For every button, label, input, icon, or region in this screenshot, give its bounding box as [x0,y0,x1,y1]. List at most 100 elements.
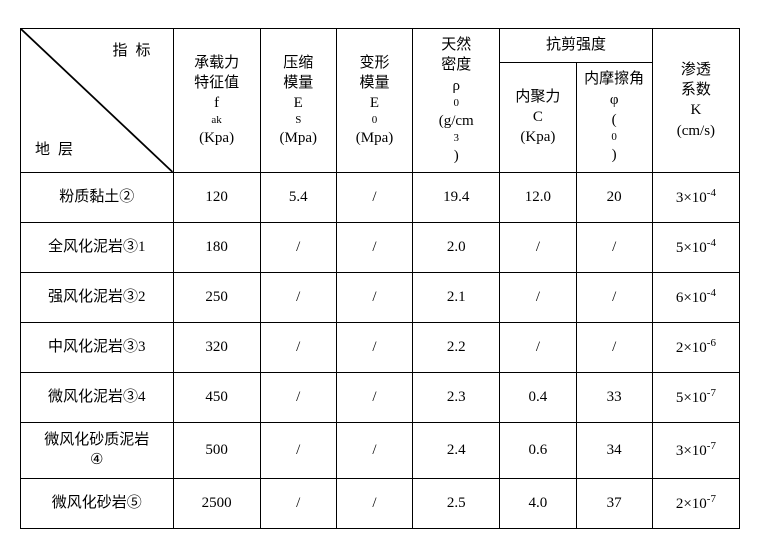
stratum-name-cell: 中风化泥岩③3 [21,322,174,372]
stratum-name-cell: 全风化泥岩③1 [21,222,174,272]
cell-rho: 2.2 [413,322,500,372]
hdr-unit: (Kpa) [178,128,256,148]
col-header-fak: 承载力 特征值 fak (Kpa) [173,29,260,173]
sym-sub: 0 [417,96,495,111]
cell-e0: / [336,478,412,528]
col-header-c: 内聚力 C (Kpa) [500,62,576,172]
sym-main: E [341,93,408,113]
col-header-shear-group: 抗剪强度 [500,29,653,63]
col-header-rho: 天然 密度 ρ0 (g/cm3) [413,29,500,173]
col-header-e0: 变形 模量 E0 (Mpa) [336,29,412,173]
hdr-text: 内摩擦角 [581,69,648,89]
hdr-text: 模量 [341,73,408,93]
table-row: 微风化砂质泥岩④500//2.40.6343×10-7 [21,422,740,478]
cell-c: 4.0 [500,478,576,528]
table-row: 强风化泥岩③2250//2.1//6×10-4 [21,272,740,322]
cell-e0: / [336,222,412,272]
cell-e0: / [336,422,412,478]
hdr-unit: (Mpa) [265,128,332,148]
hdr-text: 渗透 [657,60,735,80]
stratum-name-cell: 强风化泥岩③2 [21,272,174,322]
hdr-symbol: φ [581,90,648,110]
cell-es: / [260,478,336,528]
hdr-unit: (Kpa) [504,127,571,147]
hdr-symbol: ρ0 [417,76,495,111]
hdr-unit: (Mpa) [341,128,408,148]
cell-fak: 500 [173,422,260,478]
cell-k: 3×10-7 [652,422,739,478]
stratum-name-cell: 微风化泥岩③4 [21,372,174,422]
cell-c: / [500,272,576,322]
cell-rho: 19.4 [413,172,500,222]
stratum-name-cell: 粉质黏土② [21,172,174,222]
hdr-unit: (g/cm3) [417,111,495,166]
cell-e0: / [336,272,412,322]
cell-fak: 320 [173,322,260,372]
hdr-text: 变形 [341,53,408,73]
cell-c: 12.0 [500,172,576,222]
cell-fak: 250 [173,272,260,322]
diagonal-header-cell: 指标 地层 [21,29,174,173]
cell-e0: / [336,372,412,422]
hdr-symbol: C [504,107,571,127]
cell-fak: 180 [173,222,260,272]
col-header-phi: 内摩擦角 φ (0) [576,62,652,172]
stratum-name-cell: 微风化砂岩⑤ [21,478,174,528]
table-row: 全风化泥岩③1180//2.0//5×10-4 [21,222,740,272]
hdr-text: 承载力 [178,53,256,73]
header-row-1: 指标 地层 承载力 特征值 fak (Kpa) 压缩 模量 ES (Mpa) 变… [21,29,740,63]
header-indicator-label: 指标 [112,41,158,61]
cell-k: 2×10-6 [652,322,739,372]
cell-phi: 37 [576,478,652,528]
cell-rho: 2.1 [413,272,500,322]
unit-sup: 0 [581,130,648,145]
sym-sub: S [265,113,332,128]
cell-phi: 20 [576,172,652,222]
cell-phi: 34 [576,422,652,478]
col-header-es: 压缩 模量 ES (Mpa) [260,29,336,173]
cell-c: 0.6 [500,422,576,478]
cell-es: / [260,222,336,272]
cell-rho: 2.4 [413,422,500,478]
sym-main: E [265,93,332,113]
table-body: 粉质黏土②1205.4/19.412.0203×10-4全风化泥岩③1180//… [21,172,740,528]
cell-es: / [260,322,336,372]
geotech-parameters-table: 指标 地层 承载力 特征值 fak (Kpa) 压缩 模量 ES (Mpa) 变… [20,28,740,529]
sym-sub: ak [178,113,256,128]
table-row: 中风化泥岩③3320//2.2//2×10-6 [21,322,740,372]
hdr-text: 特征值 [178,73,256,93]
cell-es: / [260,422,336,478]
cell-c: / [500,322,576,372]
cell-es: / [260,372,336,422]
cell-fak: 120 [173,172,260,222]
cell-phi: / [576,322,652,372]
cell-c: / [500,222,576,272]
hdr-unit: (cm/s) [657,121,735,141]
cell-rho: 2.5 [413,478,500,528]
cell-fak: 2500 [173,478,260,528]
unit-post: ) [581,145,648,165]
cell-rho: 2.0 [413,222,500,272]
unit-sup: 3 [417,131,495,146]
hdr-symbol: ES [265,93,332,128]
cell-k: 2×10-7 [652,478,739,528]
hdr-text: 内聚力 [504,87,571,107]
cell-e0: / [336,172,412,222]
hdr-symbol: fak [178,93,256,128]
hdr-symbol: E0 [341,93,408,128]
cell-k: 6×10-4 [652,272,739,322]
stratum-name-cell: 微风化砂质泥岩④ [21,422,174,478]
cell-e0: / [336,322,412,372]
unit-post: ) [417,146,495,166]
hdr-unit: (0) [581,110,648,165]
sym-main: f [178,93,256,113]
cell-phi: / [576,272,652,322]
cell-phi: / [576,222,652,272]
hdr-text: 压缩 [265,53,332,73]
table-row: 粉质黏土②1205.4/19.412.0203×10-4 [21,172,740,222]
hdr-text: 密度 [417,55,495,75]
unit-pre: ( [581,110,648,130]
table-row: 微风化泥岩③4450//2.30.4335×10-7 [21,372,740,422]
cell-phi: 33 [576,372,652,422]
sym-main: ρ [417,76,495,96]
